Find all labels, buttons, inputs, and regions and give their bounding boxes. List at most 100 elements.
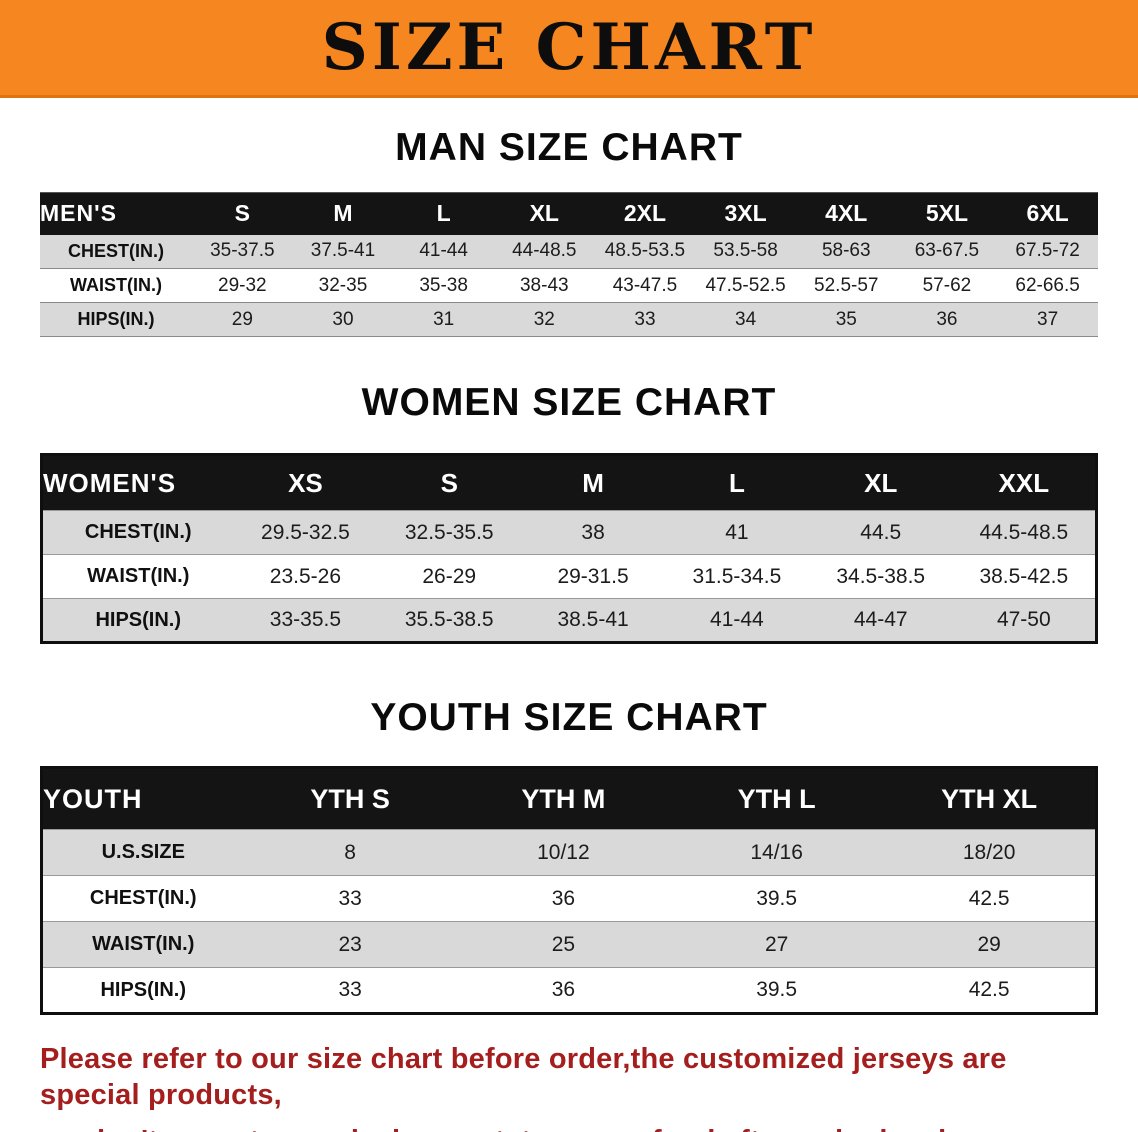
size-value: 36 bbox=[456, 875, 670, 922]
size-column-header: 6XL bbox=[997, 192, 1098, 235]
measurement-row: WAIST(IN.) 29-32 32-35 35-38 38-43 43-47.5 47.… bbox=[40, 268, 1098, 303]
size-column-header: L bbox=[664, 454, 809, 511]
size-value: 42.5 bbox=[883, 967, 1097, 1014]
size-value: 34 bbox=[695, 302, 796, 337]
size-value: 29 bbox=[192, 302, 293, 337]
measurement-label: HIPS(IN.) bbox=[40, 302, 192, 337]
men-section-title: MAN SIZE CHART bbox=[395, 126, 743, 169]
size-value: 37 bbox=[997, 302, 1098, 337]
size-value: 44-47 bbox=[808, 598, 953, 643]
measurement-row: WAIST(IN.) 23 25 27 29 bbox=[41, 921, 1097, 968]
size-value: 23 bbox=[243, 921, 457, 968]
table-header-row: MEN'S S M L XL 2XL 3XL 4XL 5XL 6XL bbox=[40, 192, 1098, 235]
size-value: 32-35 bbox=[292, 268, 394, 303]
youth-section-title: YOUTH SIZE CHART bbox=[370, 696, 768, 739]
size-value: 34.5-38.5 bbox=[808, 554, 953, 599]
women-size-chart-section: WOMEN SIZE CHART WOMEN'S XS S M L XL XXL CHEST(… bbox=[0, 381, 1138, 644]
youth-size-chart-section: YOUTH SIZE CHART YOUTH YTH S YTH M YTH L YTH… bbox=[0, 696, 1138, 1015]
table-header-row: YOUTH YTH S YTH M YTH L YTH XL bbox=[41, 767, 1097, 830]
size-column-header: YTH M bbox=[456, 767, 670, 830]
size-value: 41-44 bbox=[664, 598, 809, 643]
table-corner-label: WOMEN'S bbox=[41, 454, 234, 511]
size-value: 44.5 bbox=[808, 510, 953, 555]
size-value: 14/16 bbox=[670, 829, 884, 876]
measurement-label: U.S.SIZE bbox=[41, 829, 244, 876]
size-value: 48.5-53.5 bbox=[594, 234, 696, 269]
measurement-row: U.S.SIZE 8 10/12 14/16 18/20 bbox=[41, 829, 1097, 876]
page-title: SIZE CHART bbox=[321, 9, 817, 85]
size-value: 29-32 bbox=[192, 268, 293, 303]
women-section-title: WOMEN SIZE CHART bbox=[361, 381, 777, 424]
size-value: 18/20 bbox=[883, 829, 1097, 876]
measurement-row: WAIST(IN.) 23.5-26 26-29 29-31.5 31.5-34.5 34… bbox=[41, 554, 1097, 599]
size-value: 38 bbox=[521, 510, 665, 555]
measurement-label: WAIST(IN.) bbox=[41, 554, 234, 599]
size-value: 29.5-32.5 bbox=[233, 510, 378, 555]
size-value: 10/12 bbox=[456, 829, 670, 876]
size-value: 31.5-34.5 bbox=[664, 554, 809, 599]
table-corner-label: YOUTH bbox=[41, 767, 244, 830]
size-value: 41-44 bbox=[393, 234, 494, 269]
size-value: 33-35.5 bbox=[233, 598, 378, 643]
size-value: 39.5 bbox=[670, 875, 884, 922]
men-size-chart-section: MAN SIZE CHART MEN'S S M L XL 2XL 3XL 4XL 5XL 6XL… bbox=[0, 126, 1138, 337]
size-column-header: YTH L bbox=[670, 767, 884, 830]
size-column-header: M bbox=[521, 454, 665, 511]
size-column-header: 3XL bbox=[695, 192, 796, 235]
size-column-header: YTH S bbox=[243, 767, 457, 830]
size-value: 38.5-41 bbox=[521, 598, 665, 643]
size-value: 52.5-57 bbox=[795, 268, 897, 303]
measurement-label: CHEST(IN.) bbox=[41, 510, 234, 555]
size-value: 43-47.5 bbox=[594, 268, 696, 303]
footer-notice: Please refer to our size chart before or… bbox=[40, 1041, 1098, 1132]
size-value: 33 bbox=[594, 302, 696, 337]
youth-size-table-container: YOUTH YTH S YTH M YTH L YTH XL U.S.SIZE 8 10/12… bbox=[0, 766, 1138, 1015]
size-value: 32.5-35.5 bbox=[377, 510, 522, 555]
size-value: 44-48.5 bbox=[493, 234, 595, 269]
size-column-header: L bbox=[393, 192, 494, 235]
size-column-header: XL bbox=[808, 454, 953, 511]
size-column-header: 2XL bbox=[594, 192, 696, 235]
size-value: 47-50 bbox=[952, 598, 1097, 643]
size-value: 35 bbox=[795, 302, 897, 337]
size-value: 36 bbox=[456, 967, 670, 1014]
measurement-label: CHEST(IN.) bbox=[40, 234, 192, 269]
measurement-label: HIPS(IN.) bbox=[41, 967, 244, 1014]
measurement-label: CHEST(IN.) bbox=[41, 875, 244, 922]
size-value: 35-37.5 bbox=[192, 234, 293, 269]
size-value: 29-31.5 bbox=[521, 554, 665, 599]
size-value: 26-29 bbox=[377, 554, 522, 599]
women-size-table: WOMEN'S XS S M L XL XXL CHEST(IN.) 29.5-32.5 32.5… bbox=[40, 453, 1098, 644]
size-value: 37.5-41 bbox=[292, 234, 394, 269]
measurement-row: CHEST(IN.) 35-37.5 37.5-41 41-44 44-48.5 48.5… bbox=[40, 234, 1098, 269]
size-value: 53.5-58 bbox=[695, 234, 796, 269]
size-value: 38.5-42.5 bbox=[952, 554, 1097, 599]
size-column-header: XL bbox=[493, 192, 595, 235]
size-value: 31 bbox=[393, 302, 494, 337]
size-value: 62-66.5 bbox=[997, 268, 1098, 303]
size-value: 23.5-26 bbox=[233, 554, 378, 599]
size-value: 67.5-72 bbox=[997, 234, 1098, 269]
size-value: 30 bbox=[292, 302, 394, 337]
measurement-label: HIPS(IN.) bbox=[41, 598, 234, 643]
table-header-row: WOMEN'S XS S M L XL XXL bbox=[41, 454, 1097, 511]
size-value: 27 bbox=[670, 921, 884, 968]
size-value: 33 bbox=[243, 875, 457, 922]
size-column-header: XS bbox=[233, 454, 378, 511]
size-value: 38-43 bbox=[493, 268, 595, 303]
size-value: 33 bbox=[243, 967, 457, 1014]
measurement-row: HIPS(IN.) 33-35.5 35.5-38.5 38.5-41 41-44 44-… bbox=[41, 598, 1097, 643]
men-size-table-container: MEN'S S M L XL 2XL 3XL 4XL 5XL 6XL CHEST(IN.) 35-37… bbox=[0, 192, 1138, 337]
measurement-row: HIPS(IN.) 33 36 39.5 42.5 bbox=[41, 967, 1097, 1014]
size-column-header: S bbox=[192, 192, 293, 235]
size-value: 47.5-52.5 bbox=[695, 268, 796, 303]
size-value: 35.5-38.5 bbox=[377, 598, 522, 643]
size-column-header: M bbox=[292, 192, 394, 235]
size-value: 42.5 bbox=[883, 875, 1097, 922]
size-chart-banner: SIZE CHART bbox=[0, 0, 1138, 98]
size-value: 32 bbox=[493, 302, 595, 337]
size-value: 39.5 bbox=[670, 967, 884, 1014]
size-column-header: YTH XL bbox=[883, 767, 1097, 830]
measurement-label: WAIST(IN.) bbox=[40, 268, 192, 303]
